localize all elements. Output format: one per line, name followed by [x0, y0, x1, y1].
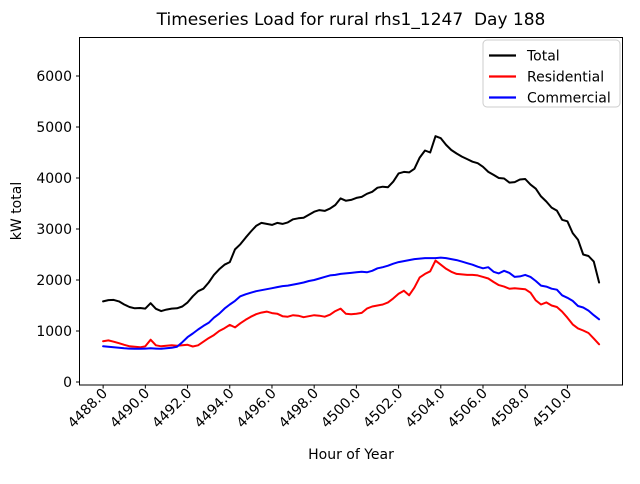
series-line-residential — [102, 259, 601, 349]
x-tick-label: 4492.0 — [149, 386, 195, 432]
legend-label-total: Total — [526, 49, 560, 65]
x-axis-label: Hour of Year — [308, 447, 394, 463]
x-tick-label: 4496.0 — [234, 386, 280, 432]
y-tick-label: 5000 — [36, 120, 72, 136]
legend-label-commercial: Commercial — [527, 91, 611, 107]
x-tick-label: 4510.0 — [529, 386, 575, 432]
y-axis-ticks: 0 1000 2000 3000 4000 5000 6000 — [36, 69, 80, 391]
x-tick-label: 4490.0 — [107, 386, 153, 432]
x-tick-label: 4494.0 — [192, 386, 238, 432]
y-tick-label: 3000 — [36, 222, 72, 238]
x-tick-label: 4508.0 — [487, 386, 533, 432]
legend-label-residential: Residential — [527, 70, 604, 86]
y-tick-label: 6000 — [36, 69, 72, 85]
plot-spines — [79, 37, 623, 386]
y-tick-label: 4000 — [36, 171, 72, 187]
x-tick-label: 4488.0 — [65, 386, 111, 432]
y-tick-label: 0 — [63, 375, 72, 391]
x-tick-label: 4506.0 — [445, 386, 491, 432]
chart-title: Timeseries Load for rural rhs1_1247 Day … — [156, 10, 546, 30]
y-tick-label: 1000 — [36, 324, 72, 340]
x-tick-label: 4498.0 — [276, 386, 322, 432]
series-line-total — [102, 135, 601, 313]
data-series — [102, 135, 601, 350]
x-tick-label: 4502.0 — [360, 386, 406, 432]
legend-frame — [482, 39, 621, 108]
x-tick-label: 4500.0 — [318, 386, 364, 432]
y-tick-label: 2000 — [36, 273, 72, 289]
series-line-commercial — [102, 256, 601, 350]
x-tick-label: 4504.0 — [403, 386, 449, 432]
axes-frame — [79, 37, 623, 386]
legend: Total Residential Commercial — [482, 39, 621, 108]
y-axis-label: kW total — [9, 182, 25, 240]
x-axis-ticks: 4488.04490.04492.04494.04496.04498.04500… — [65, 385, 575, 431]
